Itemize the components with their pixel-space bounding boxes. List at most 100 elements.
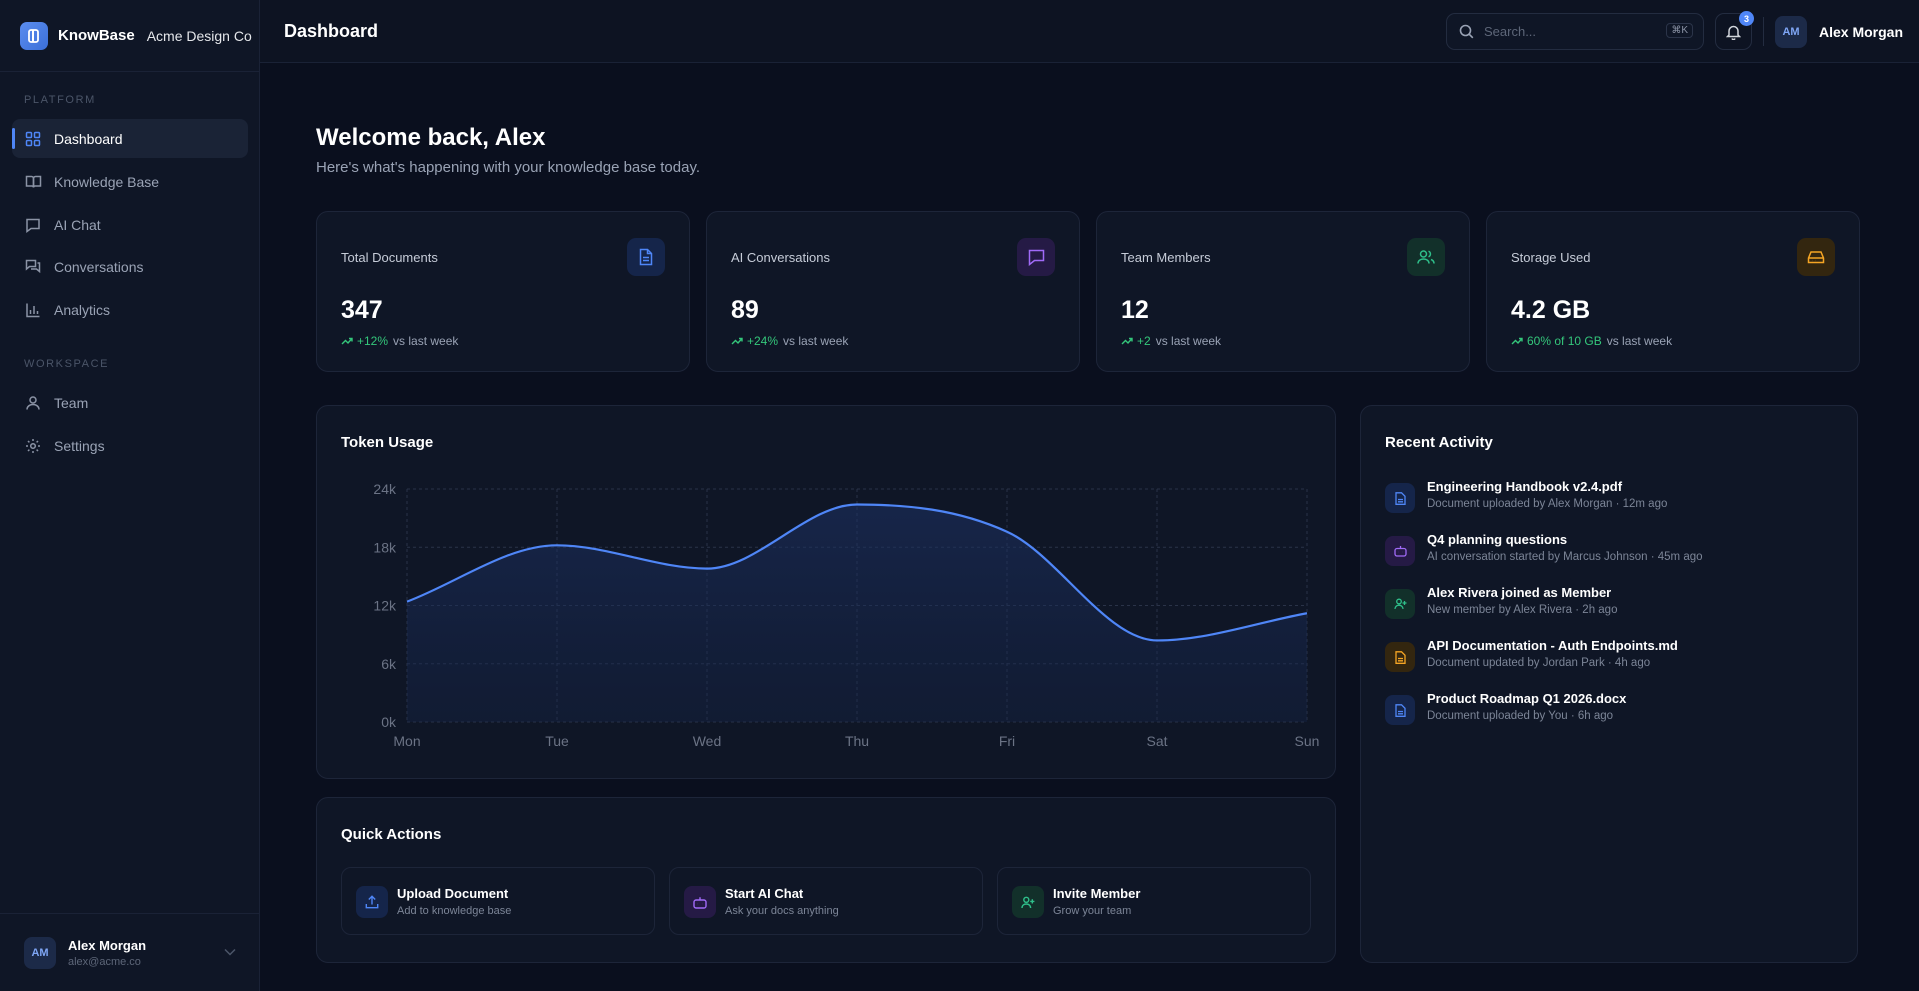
recent-activity-title: Recent Activity bbox=[1385, 434, 1493, 451]
hard-drive-icon bbox=[1797, 238, 1835, 276]
document-icon bbox=[1385, 483, 1415, 513]
stat-label: AI Conversations bbox=[731, 250, 830, 265]
quick-action-subtitle: Add to knowledge base bbox=[397, 905, 512, 917]
stat-trend: +12% vs last week bbox=[341, 334, 458, 348]
quick-action-subtitle: Grow your team bbox=[1053, 905, 1132, 917]
activity-item[interactable]: Q4 planning questions AI conversation st… bbox=[1385, 532, 1845, 576]
section-label-platform: PLATFORM bbox=[24, 94, 96, 106]
search-shortcut-badge: ⌘K bbox=[1666, 23, 1693, 38]
quick-actions-panel: Quick Actions Upload Document Add to kno… bbox=[316, 797, 1336, 963]
sidebar-item-dashboard[interactable]: Dashboard bbox=[12, 119, 248, 158]
sidebar-item-label: Analytics bbox=[54, 301, 111, 318]
quick-action-title: Start AI Chat bbox=[725, 886, 804, 901]
x-tick-label: Sun bbox=[1295, 733, 1320, 749]
x-tick-label: Fri bbox=[999, 733, 1015, 749]
y-tick-label: 12k bbox=[373, 598, 397, 614]
activity-item[interactable]: API Documentation - Auth Endpoints.md Do… bbox=[1385, 638, 1845, 682]
stat-card-team-members: Team Members 12 +2 vs last week bbox=[1096, 211, 1470, 372]
stat-card-total-documents: Total Documents 347 +12% vs last week bbox=[316, 211, 690, 372]
sidebar-item-conversations[interactable]: Conversations bbox=[12, 247, 248, 286]
search-placeholder: Search... bbox=[1484, 24, 1537, 39]
stat-value: 12 bbox=[1121, 296, 1149, 324]
activity-item[interactable]: Alex Rivera joined as Member New member … bbox=[1385, 585, 1845, 629]
activity-title: Engineering Handbook v2.4.pdf bbox=[1427, 479, 1623, 494]
trending-up-icon bbox=[731, 337, 743, 345]
trending-up-icon bbox=[1121, 337, 1133, 345]
sidebar-user-email: alex@acme.co bbox=[68, 955, 141, 968]
sidebar-item-settings[interactable]: Settings bbox=[12, 426, 248, 465]
start-ai-chat-button[interactable]: Start AI Chat Ask your docs anything bbox=[669, 867, 983, 935]
quick-action-title: Invite Member bbox=[1053, 886, 1141, 901]
stat-value: 89 bbox=[731, 296, 759, 324]
token-usage-title: Token Usage bbox=[341, 434, 434, 451]
document-icon bbox=[627, 238, 665, 276]
stat-trend-suffix: vs last week bbox=[783, 334, 849, 348]
stat-trend: +24% vs last week bbox=[731, 334, 848, 348]
avatar: AM bbox=[24, 936, 56, 969]
activity-item[interactable]: Engineering Handbook v2.4.pdf Document u… bbox=[1385, 479, 1845, 523]
token-usage-panel: Token Usage 0k 6k 12k 18k 24k Mon Tue Wed Thu Fri… bbox=[316, 405, 1336, 779]
sidebar-item-label: Knowledge Base bbox=[54, 173, 160, 190]
trending-up-icon bbox=[341, 337, 353, 345]
sidebar-item-ai-chat[interactable]: AI Chat bbox=[12, 205, 248, 244]
stat-trend: 60% of 10 GB vs last week bbox=[1511, 334, 1672, 348]
sidebar-item-knowledge-base[interactable]: Knowledge Base bbox=[12, 162, 248, 201]
sidebar-user-menu[interactable]: AM Alex Morgan alex@acme.co bbox=[0, 913, 260, 991]
x-tick-label: Sat bbox=[1146, 733, 1167, 749]
document-icon bbox=[1385, 642, 1415, 672]
conversations-icon bbox=[24, 258, 42, 276]
quick-action-subtitle: Ask your docs anything bbox=[725, 905, 839, 917]
sidebar: KnowBase Acme Design Co PLATFORM Dashboa… bbox=[0, 0, 260, 991]
stat-trend-suffix: vs last week bbox=[1606, 334, 1673, 348]
section-label-workspace: WORKSPACE bbox=[24, 358, 110, 370]
brand[interactable]: KnowBase Acme Design Co bbox=[0, 0, 259, 72]
stat-card-storage-used: Storage Used 4.2 GB 60% of 10 GB vs last… bbox=[1486, 211, 1860, 372]
user-plus-icon bbox=[1012, 886, 1044, 918]
brand-logo-icon bbox=[20, 21, 48, 50]
stat-trend-suffix: vs last week bbox=[393, 334, 459, 348]
document-icon bbox=[1385, 695, 1415, 725]
stat-label: Total Documents bbox=[341, 250, 438, 265]
quick-action-title: Upload Document bbox=[397, 886, 509, 901]
stat-trend-value: +12% bbox=[357, 334, 389, 348]
gear-icon bbox=[24, 437, 42, 455]
invite-member-button[interactable]: Invite Member Grow your team bbox=[997, 867, 1311, 935]
notification-badge: 3 bbox=[1739, 11, 1754, 26]
x-tick-label: Wed bbox=[693, 733, 722, 749]
sidebar-item-analytics[interactable]: Analytics bbox=[12, 290, 248, 329]
header-user-menu[interactable]: AM Alex Morgan bbox=[1775, 16, 1903, 48]
stat-value: 347 bbox=[341, 296, 383, 324]
stat-card-ai-conversations: AI Conversations 89 +24% vs last week bbox=[706, 211, 1080, 372]
grid-icon bbox=[24, 130, 42, 148]
sidebar-item-label: Dashboard bbox=[54, 130, 123, 147]
header-divider bbox=[1763, 17, 1764, 46]
header-user-name: Alex Morgan bbox=[1819, 24, 1904, 40]
activity-title: Product Roadmap Q1 2026.docx bbox=[1427, 691, 1627, 706]
quick-actions-title: Quick Actions bbox=[341, 826, 442, 843]
bell-icon bbox=[1726, 24, 1741, 40]
sidebar-item-label: AI Chat bbox=[54, 216, 101, 233]
activity-title: Alex Rivera joined as Member bbox=[1427, 585, 1612, 600]
recent-activity-panel: Recent Activity Engineering Handbook v2.… bbox=[1360, 405, 1858, 963]
welcome-title: Welcome back, Alex bbox=[316, 124, 546, 151]
bar-chart-icon bbox=[24, 301, 42, 319]
x-tick-label: Thu bbox=[845, 733, 869, 749]
activity-item[interactable]: Product Roadmap Q1 2026.docx Document up… bbox=[1385, 691, 1845, 735]
brand-name: KnowBase bbox=[58, 27, 135, 44]
activity-subtitle: Document uploaded by You · 6h ago bbox=[1427, 710, 1614, 722]
chevron-down-icon[interactable] bbox=[224, 948, 236, 956]
stat-trend-value: +2 bbox=[1137, 334, 1151, 348]
activity-subtitle: Document updated by Jordan Park · 4h ago bbox=[1427, 657, 1651, 669]
sidebar-item-team[interactable]: Team bbox=[12, 383, 248, 422]
notifications-button[interactable]: 3 bbox=[1715, 11, 1754, 50]
message-square-icon bbox=[1017, 238, 1055, 276]
page-title: Dashboard bbox=[284, 21, 379, 41]
x-tick-label: Mon bbox=[393, 733, 420, 749]
search-input[interactable]: Search... ⌘K bbox=[1446, 13, 1704, 50]
stat-trend: +2 vs last week bbox=[1121, 334, 1221, 348]
token-usage-chart: 0k 6k 12k 18k 24k Mon Tue Wed Thu Fri Sat Sun bbox=[373, 481, 1320, 749]
upload-document-button[interactable]: Upload Document Add to knowledge base bbox=[341, 867, 655, 935]
users-icon bbox=[1407, 238, 1445, 276]
stat-label: Storage Used bbox=[1511, 250, 1591, 265]
welcome-subtitle: Here's what's happening with your knowle… bbox=[316, 159, 701, 176]
